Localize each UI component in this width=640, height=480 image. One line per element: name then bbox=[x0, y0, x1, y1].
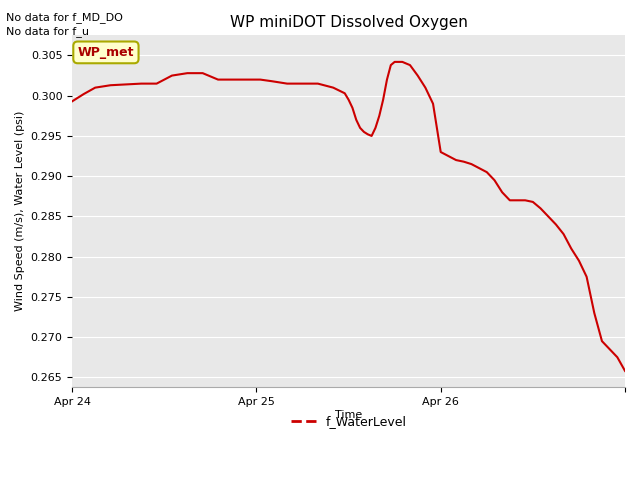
Text: WP_met: WP_met bbox=[77, 46, 134, 59]
Y-axis label: Wind Speed (m/s), Water Level (psi): Wind Speed (m/s), Water Level (psi) bbox=[15, 111, 25, 312]
Title: WP miniDOT Dissolved Oxygen: WP miniDOT Dissolved Oxygen bbox=[230, 15, 467, 30]
Legend: f_WaterLevel: f_WaterLevel bbox=[285, 410, 412, 433]
X-axis label: Time: Time bbox=[335, 409, 362, 420]
Text: No data for f_u: No data for f_u bbox=[6, 26, 90, 37]
Text: No data for f_MD_DO: No data for f_MD_DO bbox=[6, 12, 124, 23]
